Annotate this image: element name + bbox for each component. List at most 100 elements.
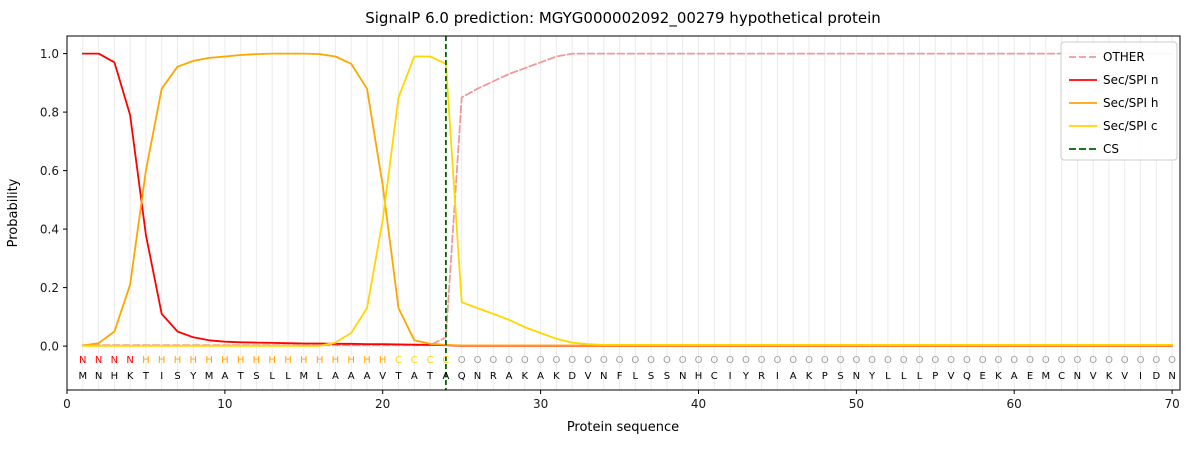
sequence-letter: S — [837, 371, 843, 382]
region-label: O — [647, 355, 655, 366]
region-label: N — [79, 355, 86, 366]
legend: OTHER Sec/SPI n Sec/SPI h Sec/SPI c CS — [1060, 41, 1178, 161]
sequence-letter: L — [269, 371, 275, 382]
x-tick-label: 40 — [691, 397, 706, 411]
region-label: H — [284, 355, 292, 366]
sequence-letter: T — [426, 371, 434, 382]
sequence-letter: K — [522, 371, 529, 382]
region-label: O — [868, 355, 876, 366]
region-label: O — [916, 355, 924, 366]
region-label: N — [111, 355, 118, 366]
series-sec-spi-n — [81, 52, 1173, 347]
y-tick-label: 0.4 — [40, 223, 59, 237]
sequence-letter: A — [1011, 371, 1018, 382]
sequence-letter: H — [695, 371, 703, 382]
region-label: H — [332, 355, 340, 366]
region-label: O — [505, 355, 513, 366]
region-label: O — [1105, 355, 1113, 366]
region-label: O — [1121, 355, 1129, 366]
region-label: O — [931, 355, 939, 366]
sequence-letter: N — [600, 371, 607, 382]
sequence-letter: M — [78, 371, 87, 382]
region-label: N — [95, 355, 102, 366]
sequence-letter: A — [332, 371, 339, 382]
sequence-letter: Y — [189, 371, 197, 382]
sequence-letter: S — [174, 371, 180, 382]
sequence-letter: M — [205, 371, 214, 382]
sequence-letter: N — [679, 371, 686, 382]
region-label: O — [1152, 355, 1160, 366]
region-label: O — [489, 355, 497, 366]
sequence-letter: V — [1121, 371, 1128, 382]
region-label: H — [347, 355, 355, 366]
sequence-letter: N — [1168, 371, 1175, 382]
sequence-letter: P — [932, 371, 938, 382]
region-label: O — [963, 355, 971, 366]
sequence-letter: V — [1090, 371, 1097, 382]
region-label: O — [1010, 355, 1018, 366]
region-label: C — [427, 355, 434, 366]
sequence-letter: L — [901, 371, 907, 382]
sequence-letter: N — [95, 371, 102, 382]
sequence-letter: A — [411, 371, 418, 382]
sequence-letter: S — [253, 371, 259, 382]
sequence-letter: Q — [963, 371, 971, 382]
region-label: O — [521, 355, 529, 366]
region-label: H — [174, 355, 182, 366]
sequence-letter: K — [127, 371, 134, 382]
sequence-letter: A — [221, 371, 228, 382]
sequence-letter: I — [729, 371, 732, 382]
sequence-letter: K — [1106, 371, 1113, 382]
region-label: O — [584, 355, 592, 366]
sequence-letter: T — [394, 371, 402, 382]
region-label: O — [631, 355, 639, 366]
y-tick-label: 0.0 — [40, 340, 59, 354]
sequence-letter: R — [758, 371, 765, 382]
region-label: O — [979, 355, 987, 366]
sequence-letter: S — [664, 371, 670, 382]
region-label: H — [190, 355, 198, 366]
sequence-letter: I — [1139, 371, 1142, 382]
sequence-letter: C — [1058, 371, 1065, 382]
sequence-letter: N — [474, 371, 481, 382]
region-label: N — [126, 355, 133, 366]
region-label: H — [221, 355, 229, 366]
region-label: O — [805, 355, 813, 366]
sequence-letter: Y — [742, 371, 750, 382]
region-label: O — [1137, 355, 1145, 366]
region-label: O — [821, 355, 829, 366]
legend-label: OTHER — [1103, 50, 1145, 64]
sequence-letter: A — [442, 371, 449, 382]
region-label: O — [616, 355, 624, 366]
legend-label: Sec/SPI c — [1103, 119, 1157, 133]
region-label: O — [710, 355, 718, 366]
region-label: H — [205, 355, 213, 366]
y-tick-label: 1.0 — [40, 47, 59, 61]
x-tick-label: 50 — [849, 397, 864, 411]
sequence-letter: A — [537, 371, 544, 382]
legend-label: CS — [1103, 142, 1119, 156]
region-label: O — [773, 355, 781, 366]
sequence-letter: L — [917, 371, 923, 382]
x-axis-label: Protein sequence — [567, 420, 679, 435]
sequence-letter: S — [648, 371, 654, 382]
region-label: H — [363, 355, 371, 366]
sequence-letter: E — [980, 371, 986, 382]
sequence-letter: V — [585, 371, 592, 382]
sequence-letter: E — [1027, 371, 1033, 382]
legend-item-other: OTHER — [1069, 50, 1145, 64]
region-label: H — [158, 355, 166, 366]
region-label: H — [379, 355, 387, 366]
region-label: O — [600, 355, 608, 366]
sequence-letter: A — [364, 371, 371, 382]
legend-label: Sec/SPI h — [1103, 96, 1158, 110]
series-sec-spi-c — [81, 55, 1173, 347]
sequence-letter: Y — [868, 371, 876, 382]
region-label: O — [742, 355, 750, 366]
x-tick-label: 70 — [1164, 397, 1179, 411]
y-axis-label: Probability — [6, 178, 21, 247]
sequence-letter: A — [790, 371, 797, 382]
region-label: H — [300, 355, 308, 366]
